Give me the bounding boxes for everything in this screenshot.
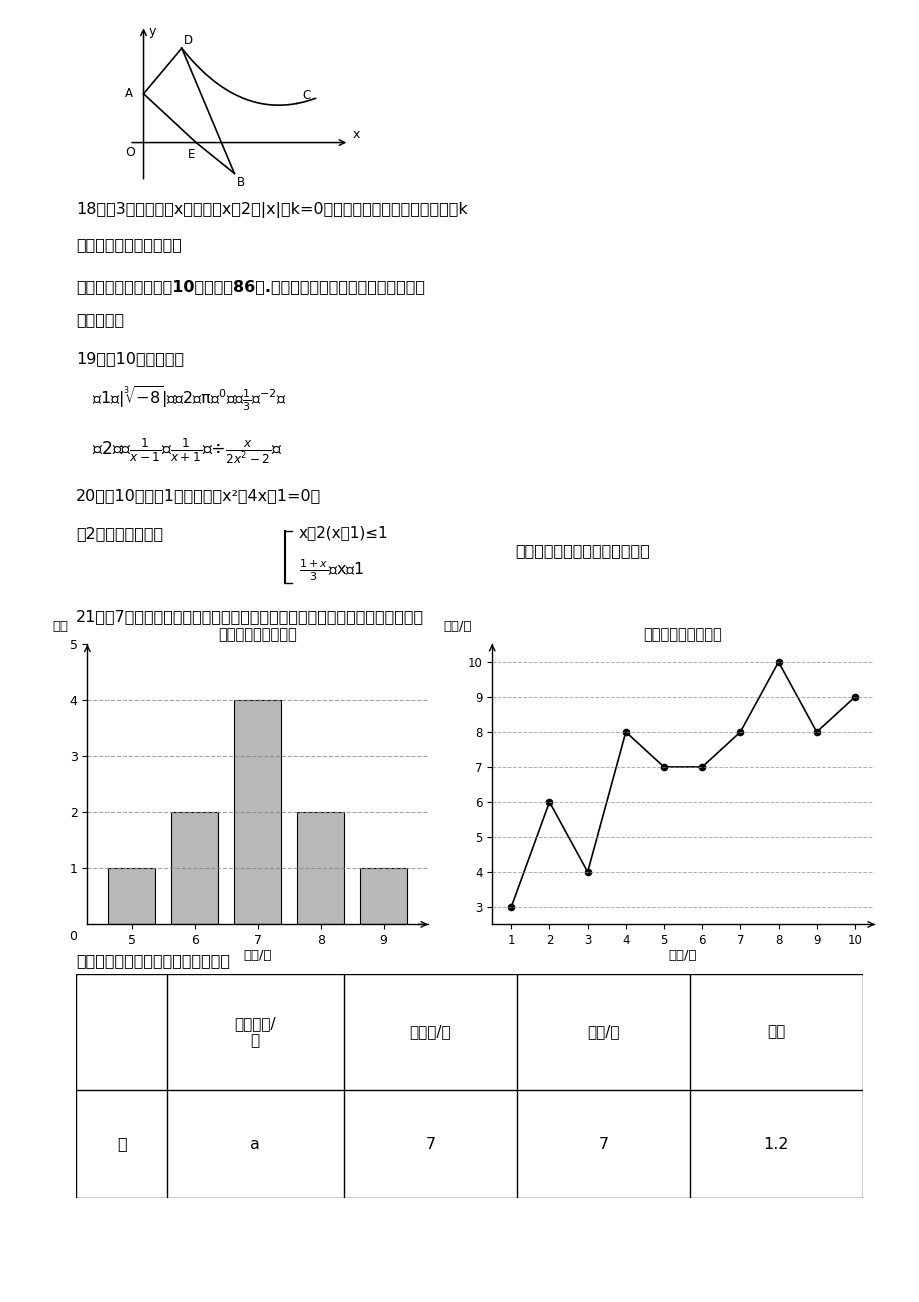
Text: E: E	[187, 148, 195, 161]
Text: 根据以上信息，整理分析数据如下：: 根据以上信息，整理分析数据如下：	[76, 953, 230, 969]
Bar	[297, 812, 344, 924]
Text: x－2(x－1)≤1: x－2(x－1)≤1	[299, 525, 388, 540]
Title: 甲队员射击训练成绩: 甲队员射击训练成绩	[218, 628, 297, 642]
Y-axis label: 成绩/环: 成绩/环	[443, 620, 471, 633]
Text: 的取值范围是＿＿＿＿．: 的取值范围是＿＿＿＿．	[76, 237, 182, 253]
Text: 平均成绩/
环: 平均成绩/ 环	[234, 1016, 276, 1048]
Text: x: x	[353, 128, 360, 141]
Text: （1）|$\sqrt[3]{-8}$|＋（2－π）$^{0}$－（$\frac{1}{3}$）$^{-2}$；: （1）|$\sqrt[3]{-8}$|＋（2－π）$^{0}$－（$\frac{…	[92, 384, 287, 413]
Title: 乙队员射击训练成绩: 乙队员射击训练成绩	[643, 628, 721, 642]
Text: $\frac{1+x}{3}$＜x－1: $\frac{1+x}{3}$＜x－1	[299, 557, 364, 583]
Text: y: y	[148, 25, 155, 38]
Text: O: O	[125, 146, 135, 159]
Bar	[359, 868, 407, 924]
X-axis label: 成绩/环: 成绩/环	[244, 949, 271, 962]
Bar	[233, 700, 281, 924]
Text: 1.2: 1.2	[763, 1137, 789, 1151]
X-axis label: 顺序/次: 顺序/次	[668, 949, 697, 962]
Text: （2）解不等式组：: （2）解不等式组：	[76, 526, 164, 542]
Text: 众数/环: 众数/环	[586, 1025, 619, 1039]
Y-axis label: 次数: 次数	[52, 620, 68, 633]
Bar	[171, 812, 218, 924]
Text: B: B	[236, 176, 244, 189]
Text: 演算步骤）: 演算步骤）	[76, 312, 124, 328]
Text: 方差: 方差	[766, 1025, 785, 1039]
Text: 21．（7分）甲、乙两名队员参加射击训练，成绩分别被制成下列两个统计图：: 21．（7分）甲、乙两名队员参加射击训练，成绩分别被制成下列两个统计图：	[76, 609, 424, 625]
Text: 19．（10分）计算：: 19．（10分）计算：	[76, 352, 185, 367]
Text: D: D	[184, 34, 193, 47]
Text: a: a	[250, 1137, 260, 1151]
Text: 20．（10分）（1）解方程：x²－4x－1=0；: 20．（10分）（1）解方程：x²－4x－1=0；	[76, 488, 322, 504]
Text: A: A	[125, 87, 133, 100]
Text: 7: 7	[597, 1137, 607, 1151]
Bar	[108, 868, 155, 924]
Text: 三、解答题（本大题共10小题，共86分.解答时应写出文字说明、证明过程或: 三、解答题（本大题共10小题，共86分.解答时应写出文字说明、证明过程或	[76, 279, 425, 294]
Text: ，并把解集在数轴上表示出来．: ，并把解集在数轴上表示出来．	[515, 543, 649, 559]
Text: 甲: 甲	[117, 1137, 126, 1151]
Text: 中位数/环: 中位数/环	[409, 1025, 450, 1039]
Text: 7: 7	[425, 1137, 435, 1151]
Text: 0: 0	[69, 930, 76, 943]
Text: （2）（$\frac{1}{x-1}$－$\frac{1}{x+1}$）÷$\frac{x}{2x^2-2}$．: （2）（$\frac{1}{x-1}$－$\frac{1}{x+1}$）÷$\f…	[92, 436, 282, 466]
Text: C: C	[302, 89, 311, 102]
Text: 18．（3分）若关于x的方程（x－2）|x|－k=0有三个不相等的实数根，则实数k: 18．（3分）若关于x的方程（x－2）|x|－k=0有三个不相等的实数根，则实数…	[76, 202, 468, 217]
